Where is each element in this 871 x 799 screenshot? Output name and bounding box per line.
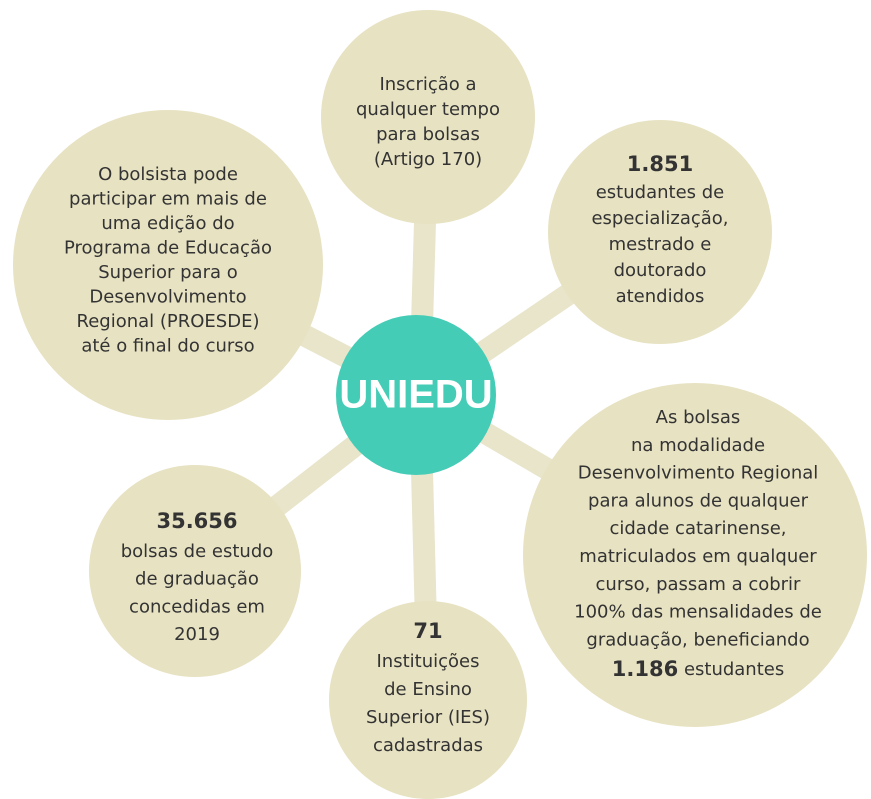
node-text: Programa de Educação	[64, 238, 272, 259]
node-text: especialização,	[591, 208, 728, 229]
node-text: Instituições	[377, 651, 480, 672]
node-number: 1.186	[612, 657, 678, 681]
node-text: de Ensino	[384, 679, 472, 700]
node-text: estudantes de	[596, 182, 725, 203]
bubbles	[13, 10, 867, 799]
node-text: matriculados em qualquer	[579, 546, 817, 567]
node-text: estudantes	[684, 659, 784, 680]
node-text: (Artigo 170)	[374, 149, 482, 170]
node-text: na modalidade	[631, 435, 765, 456]
node-text: Inscrição a	[379, 74, 476, 95]
node-text: participar em mais de	[69, 189, 267, 210]
node-text: para bolsas	[376, 124, 480, 145]
node-text: O bolsista pode	[98, 164, 238, 185]
node-text: doutorado	[614, 260, 707, 281]
node-text: de graduação	[135, 569, 259, 590]
node-text: cidade catarinense,	[609, 518, 786, 539]
node-text: graduação, beneficiando	[586, 629, 809, 650]
node-text: cadastradas	[373, 735, 483, 756]
node-text: qualquer tempo	[356, 99, 500, 120]
node-text: curso, passam a cobrir	[596, 574, 802, 595]
bubble	[321, 10, 535, 224]
center-label: UNIEDU	[339, 373, 492, 417]
node-text: 100% das mensalidades de	[574, 602, 822, 623]
node-text: até o final do curso	[81, 336, 254, 357]
node-text: concedidas em	[129, 596, 265, 617]
node-text: uma edição do	[101, 213, 234, 234]
node-text: atendidos	[616, 286, 705, 307]
node-text: mestrado e	[609, 234, 712, 255]
bubble	[329, 601, 527, 799]
node-text: 2019	[174, 624, 220, 645]
node-text: Desenvolvimento Regional	[578, 463, 819, 484]
node-number: 35.656	[156, 509, 237, 533]
node-text: 1.186 estudantes	[612, 657, 784, 681]
bubble	[548, 120, 772, 344]
node-text: para alunos de qualquer	[588, 490, 809, 511]
node-text: Superior (IES)	[366, 707, 490, 728]
bubble	[523, 383, 867, 727]
node-text: bolsas de estudo	[121, 541, 274, 562]
node-text: Superior para o	[98, 262, 238, 283]
node-number: 71	[413, 619, 442, 643]
node-text: Desenvolvimento	[89, 287, 246, 308]
bubble	[13, 110, 323, 420]
node-number: 1.851	[627, 152, 693, 176]
node-text: As bolsas	[656, 407, 741, 428]
bubble	[89, 465, 301, 677]
node-text: Regional (PROESDE)	[77, 311, 260, 332]
center-circle	[336, 315, 496, 475]
